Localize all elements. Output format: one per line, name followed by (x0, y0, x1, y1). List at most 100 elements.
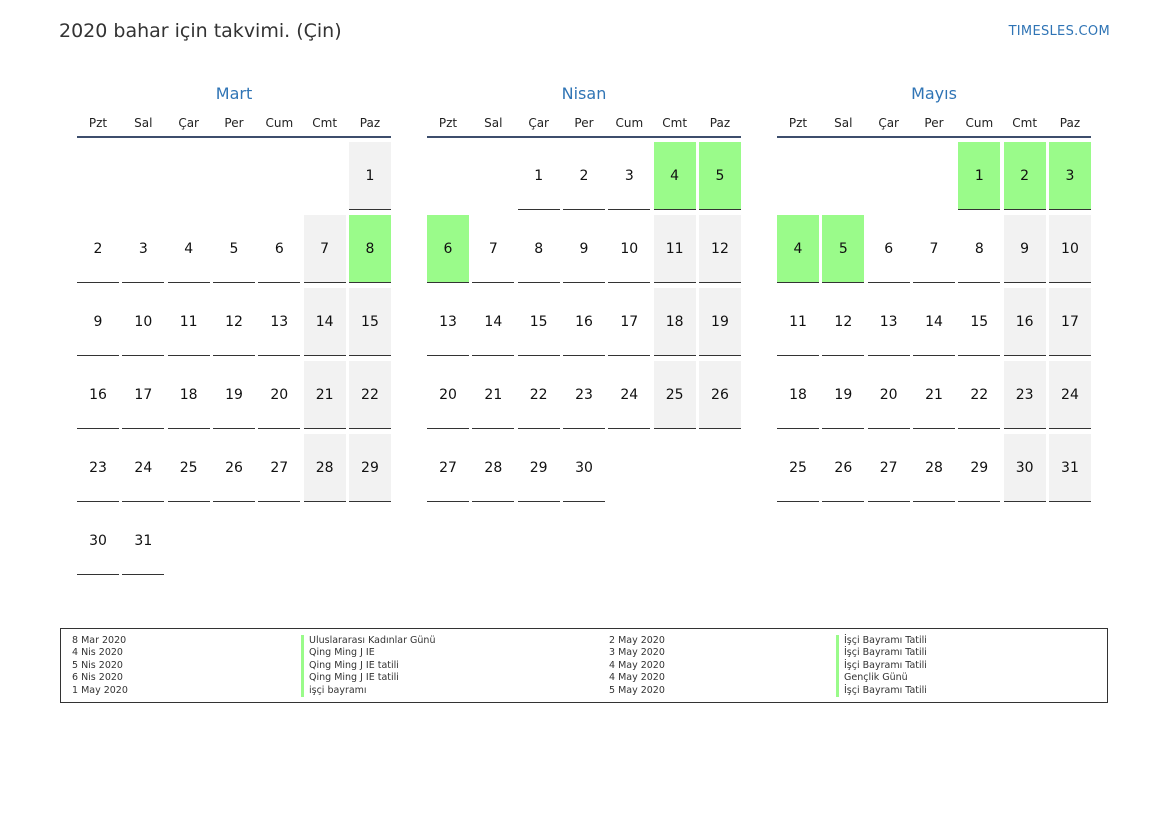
weekday-header: Pzt Sal Çar Per Cum Cmt Paz (427, 115, 741, 138)
legend-holiday-name: Uluslararası Kadınlar Günü (301, 635, 435, 648)
weekday-header: Pzt Sal Çar Per Cum Cmt Paz (77, 115, 391, 138)
empty-cell (777, 142, 819, 210)
weekday-label: Paz (1059, 116, 1081, 130)
day-cell: 14 (912, 288, 955, 356)
day-cell: 1 (517, 142, 560, 210)
day-cell: 11 (777, 288, 819, 356)
day-cell: 4 (653, 142, 696, 210)
legend-date: 1 May 2020 (72, 684, 128, 696)
empty-cell (868, 142, 910, 210)
month-name: Mayıs (911, 84, 957, 103)
day-cell: 22 (348, 361, 391, 429)
month-name: Nisan (561, 84, 607, 103)
empty-cell (427, 142, 469, 210)
day-cell: 24 (122, 434, 165, 502)
weekday-label: Sal (484, 116, 503, 130)
empty-cell (213, 142, 255, 210)
day-cell: 2 (77, 215, 119, 283)
day-cell: 5 (212, 215, 255, 283)
weekday-label: Per (924, 116, 944, 130)
weekday-label: Çar (528, 116, 549, 130)
day-cell: 14 (472, 288, 515, 356)
day-cell: 15 (958, 288, 1001, 356)
legend-date: 2 May 2020 (609, 635, 665, 646)
legend-date: 3 May 2020 (609, 647, 665, 659)
empty-cell (304, 142, 346, 210)
day-cell: 5 (822, 215, 865, 283)
page-title: 2020 bahar için takvimi. (Çin) (59, 20, 342, 42)
day-cell: 18 (653, 288, 696, 356)
day-cell: 2 (1003, 142, 1046, 210)
day-cell: 9 (1003, 215, 1046, 283)
day-cell: 8 (348, 215, 391, 283)
weekday-label: Cmt (1012, 116, 1038, 130)
day-cell: 10 (1048, 215, 1091, 283)
day-cell: 26 (212, 434, 255, 502)
legend-holiday-name: İşçi Bayramı Tatili (836, 635, 927, 648)
day-cell: 23 (1003, 361, 1046, 429)
legend-date: 4 May 2020 (609, 672, 665, 684)
legend-date: 5 Nis 2020 (72, 659, 123, 671)
day-cell: 13 (867, 288, 910, 356)
day-cell: 30 (77, 507, 119, 575)
day-cell: 28 (472, 434, 515, 502)
weekday-label: Paz (709, 116, 731, 130)
day-cell: 27 (427, 434, 469, 502)
day-cell: 6 (258, 215, 301, 283)
weekday-label: Cum (265, 116, 294, 130)
day-cell: 17 (1048, 288, 1091, 356)
day-cell: 22 (517, 361, 560, 429)
day-grid: 1 2 3 4 5 6 7 8 9 10 11 12 13 14 15 16 17 18 19 20 21 22 23 24 2… (77, 142, 391, 575)
empty-cell (822, 142, 864, 210)
legend-holiday-name: işçi bayramı (301, 684, 435, 697)
weekday-label: Per (574, 116, 594, 130)
legend-dates-right: 2 May 2020 3 May 2020 4 May 2020 4 May 2020… (609, 635, 665, 697)
day-cell: 12 (698, 215, 741, 283)
day-cell: 19 (212, 361, 255, 429)
day-cell: 28 (303, 434, 346, 502)
weekday-label: Pzt (438, 116, 458, 130)
day-cell: 3 (122, 215, 165, 283)
site-link[interactable]: TIMESLES.COM (1008, 24, 1110, 39)
weekday-label: Sal (834, 116, 853, 130)
day-cell: 8 (517, 215, 560, 283)
holiday-legend: 8 Mar 2020 4 Nis 2020 5 Nis 2020 6 Nis 2020… (60, 628, 1108, 703)
weekday-label: Cum (965, 116, 994, 130)
day-cell: 24 (1048, 361, 1091, 429)
empty-cell (472, 142, 514, 210)
day-cell: 20 (867, 361, 910, 429)
day-cell: 29 (958, 434, 1001, 502)
day-cell: 22 (958, 361, 1001, 429)
month-april: Nisan Pzt Sal Çar Per Cum Cmt Paz 1 2 3 4 5 6 7 8 9 10 1… (427, 82, 741, 502)
day-cell: 10 (122, 288, 165, 356)
day-cell: 24 (608, 361, 651, 429)
day-cell: 13 (258, 288, 301, 356)
day-cell: 10 (608, 215, 651, 283)
day-cell: 26 (822, 434, 865, 502)
day-cell: 16 (562, 288, 605, 356)
day-cell: 19 (822, 361, 865, 429)
day-cell: 27 (867, 434, 910, 502)
day-cell: 23 (77, 434, 119, 502)
empty-cell (122, 142, 164, 210)
day-cell: 7 (303, 215, 346, 283)
legend-holiday-name: Qing Ming J IE tatili (301, 659, 435, 673)
day-grid: 1 2 3 4 5 6 7 8 9 10 11 12 13 14 15 16 17 18 19 20 21 22 23 24 2… (777, 142, 1091, 502)
day-cell: 7 (472, 215, 515, 283)
weekday-label: Çar (878, 116, 899, 130)
legend-date: 5 May 2020 (609, 684, 665, 696)
empty-cell (168, 142, 210, 210)
day-cell: 4 (777, 215, 819, 283)
day-cell: 4 (167, 215, 210, 283)
weekday-label: Paz (359, 116, 381, 130)
day-cell: 11 (653, 215, 696, 283)
legend-date: 4 Nis 2020 (72, 647, 123, 659)
day-cell: 9 (562, 215, 605, 283)
day-cell: 6 (867, 215, 910, 283)
day-cell: 15 (517, 288, 560, 356)
day-cell: 17 (608, 288, 651, 356)
weekday-label: Cmt (662, 116, 688, 130)
day-cell: 5 (698, 142, 741, 210)
day-cell: 27 (258, 434, 301, 502)
legend-date: 6 Nis 2020 (72, 672, 123, 684)
